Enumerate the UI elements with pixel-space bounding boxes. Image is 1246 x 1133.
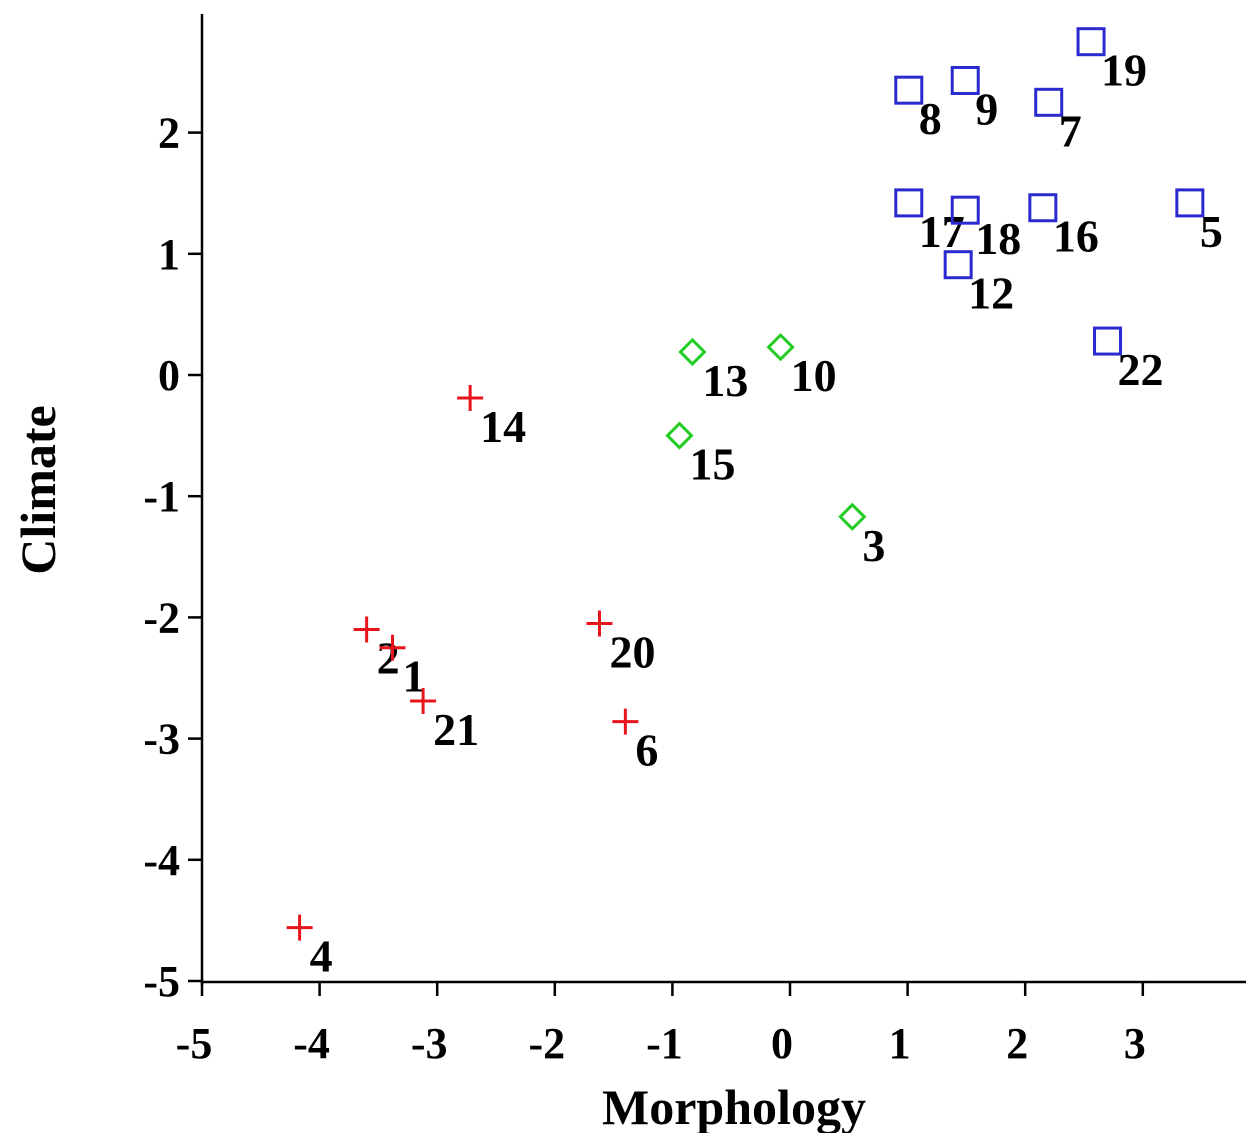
point-label: 3: [862, 520, 885, 571]
plus-marker: [353, 616, 380, 643]
x-tick-label: -5: [176, 1019, 213, 1068]
point-label: 21: [433, 704, 479, 755]
point-label: 8: [919, 93, 942, 144]
y-tick-label: 0: [158, 351, 180, 400]
point-label: 10: [791, 350, 837, 401]
diamond-marker: [766, 333, 795, 362]
plus-marker: [612, 708, 639, 735]
x-tick-label: -4: [293, 1019, 330, 1068]
y-tick-label: -1: [143, 472, 180, 521]
x-tick-label: 0: [771, 1019, 793, 1068]
axes: [200, 14, 1246, 985]
point-label: 16: [1053, 211, 1099, 262]
x-tick-label: 1: [889, 1019, 911, 1068]
square-marker: [943, 250, 973, 280]
x-tick-label: 3: [1124, 1019, 1146, 1068]
point-label: 5: [1200, 206, 1223, 257]
square-marker: [1076, 27, 1106, 57]
square-marker: [950, 195, 980, 225]
point-label: 4: [310, 931, 333, 982]
y-axis-title: Climate: [10, 405, 66, 574]
square-marker: [950, 65, 980, 95]
x-tick-label: -1: [646, 1019, 683, 1068]
y-tick-label: -2: [143, 593, 180, 642]
y-tick-label: -3: [143, 715, 180, 764]
point-label: 6: [635, 725, 658, 776]
x-tick-label: -2: [528, 1019, 565, 1068]
square-marker: [1028, 193, 1058, 223]
x-tick-label: 2: [1006, 1019, 1028, 1068]
point-label: 15: [689, 439, 735, 490]
square-marker: [1093, 326, 1123, 356]
point-label: 19: [1101, 45, 1147, 96]
y-tick-label: -4: [143, 836, 180, 885]
plus-marker: [379, 634, 406, 661]
y-tick-label: 2: [158, 109, 180, 158]
diamond-marker: [665, 421, 694, 450]
point-label: 18: [975, 213, 1021, 264]
point-label: 17: [919, 206, 965, 257]
point-label: 12: [968, 268, 1014, 319]
point-label: 7: [1059, 105, 1082, 156]
point-label: 20: [609, 626, 655, 677]
plus-marker: [286, 914, 313, 941]
point-label: 1: [403, 651, 426, 702]
point-label: 22: [1118, 344, 1164, 395]
diamond-marker: [838, 502, 867, 531]
square-marker: [894, 188, 924, 218]
square-marker: [1034, 87, 1064, 117]
point-label: 13: [702, 355, 748, 406]
diamond-marker: [678, 337, 707, 367]
point-label: 2: [377, 633, 400, 684]
plus-marker: [410, 688, 437, 715]
y-tick-label: -5: [143, 957, 180, 1006]
point-label: 9: [975, 83, 998, 134]
plus-marker: [457, 385, 484, 412]
plus-marker: [586, 610, 613, 637]
square-marker: [894, 75, 924, 105]
y-tick-label: 1: [158, 230, 180, 279]
square-marker: [1175, 188, 1205, 218]
x-axis-title: Morphology: [602, 1079, 866, 1133]
x-tick-label: -3: [411, 1019, 448, 1068]
point-label: 14: [480, 401, 526, 452]
